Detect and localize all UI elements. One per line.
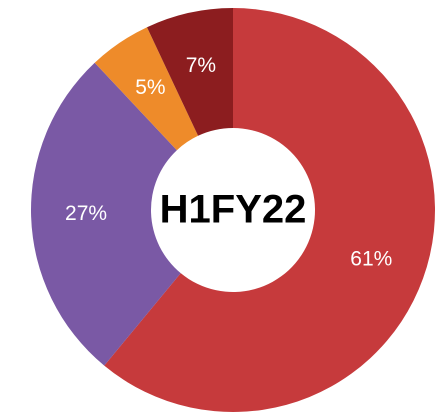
donut-slice [94,27,199,151]
donut-slice [104,8,435,412]
value-label: 5% [135,76,165,99]
center-label: H1FY22 [160,188,307,232]
donut-slice [146,8,233,136]
value-label: 7% [186,54,216,77]
value-label: 61% [350,247,392,270]
slices [30,8,435,412]
donut-slice [30,62,181,366]
value-label: 27% [65,202,107,225]
